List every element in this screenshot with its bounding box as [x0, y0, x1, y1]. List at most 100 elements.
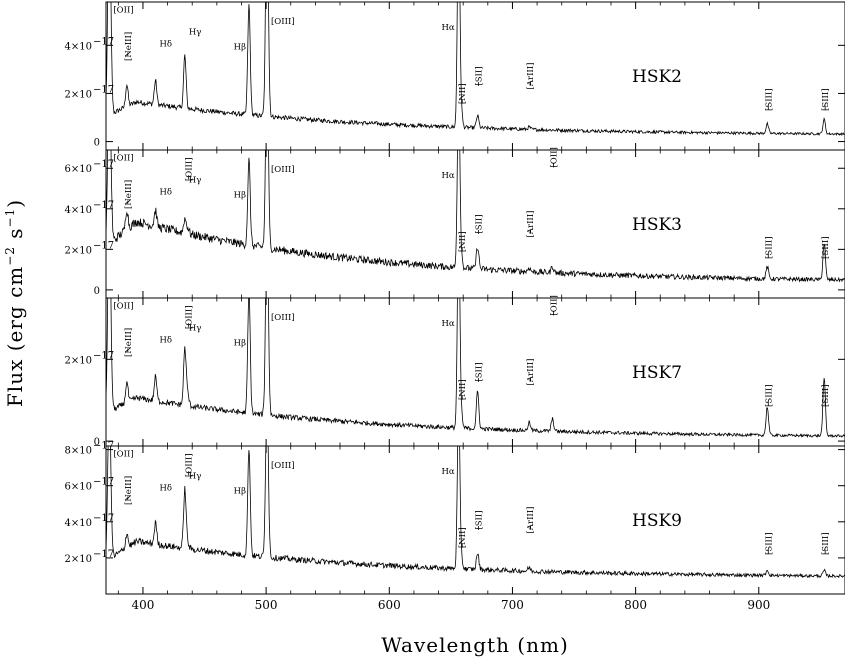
panel-name: HSK9: [632, 511, 682, 531]
emission-line-label: [ArIII]: [526, 507, 536, 534]
panel-frame: [105, 445, 845, 595]
emission-line-label: [ArIII]: [526, 211, 536, 238]
y-tick-label: 0: [94, 437, 100, 448]
panel-hsk7: 02×10 −17[OII][NeIII] HδHγ[OIII]Hβ[OIII]Hα…: [65, 295, 845, 448]
emission-line-label: Hα: [441, 319, 454, 329]
emission-line-label: Hα: [441, 467, 454, 477]
emission-line-label: [ArIII]: [526, 63, 536, 90]
y-axis-title-exp1: −2: [3, 246, 17, 266]
panel-name: HSK2: [632, 67, 682, 87]
y-axis-title: Flux (erg cm−2 s−1): [3, 199, 27, 407]
x-axis-title: Wavelength (nm): [381, 633, 569, 657]
spectrum-line-hsk2: [106, 2, 845, 137]
panel-name: HSK7: [632, 363, 682, 383]
y-tick-label: 0: [94, 286, 100, 297]
emission-line-label: [SIII]: [764, 236, 774, 259]
y-axis-title-main: Flux (erg cm: [3, 266, 27, 407]
emission-line-label: [NII]: [458, 527, 468, 548]
x-tick-label: 400: [131, 598, 154, 612]
y-tick-exponent: −17: [93, 84, 114, 95]
panel-hsk2: 02×10 −174×10 −17[OII][NeIII] HδHγHβ[OIII]H…: [65, 1, 845, 151]
emission-line-label: [OIII]: [271, 17, 295, 27]
emission-line-label: [OII]: [549, 295, 559, 315]
emission-line-label: [SII]: [475, 214, 485, 233]
emission-line-label: Hα: [441, 171, 454, 181]
emission-line-label: Hβ: [234, 338, 246, 348]
y-axis-title-exp2: −1: [3, 208, 17, 228]
y-tick-label: 6×10: [65, 164, 92, 175]
emission-line-label: Hδ: [160, 483, 173, 493]
spectrum-line-hsk9: [106, 446, 845, 579]
emission-line-label: Hδ: [160, 39, 173, 49]
emission-line-label: [OIII]: [271, 165, 295, 175]
emission-line-label: Hδ: [160, 335, 173, 345]
emission-line-label: [SII]: [475, 66, 485, 85]
y-tick-label: 2×10: [65, 89, 92, 100]
y-tick-exponent: −17: [93, 240, 114, 251]
emission-line-label: [NeIII]: [124, 328, 134, 357]
y-tick-label: 4×10: [65, 518, 92, 529]
y-tick-exponent: −17: [93, 36, 114, 47]
emission-line-label: [SIII]: [821, 236, 831, 259]
emission-line-label: [SIII]: [821, 88, 831, 111]
spectrum-line-hsk7: [106, 298, 845, 439]
emission-line-label: [OIII]: [185, 453, 195, 477]
emission-line-label: [OIII]: [271, 313, 295, 323]
emission-line-label: [OII]: [549, 147, 559, 167]
emission-line-label: Hα: [441, 23, 454, 33]
emission-line-label: [ArIII]: [526, 359, 536, 386]
y-tick-exponent: −17: [93, 200, 114, 211]
panel-hsk3: 02×10 −174×10 −176×10 −17[OII][NeIII] HδHγ[O…: [65, 147, 845, 299]
emission-line-label: [OIII]: [185, 157, 195, 181]
emission-line-label: [SIII]: [764, 88, 774, 111]
x-tick-label: 900: [747, 598, 770, 612]
emission-line-label: [NII]: [458, 231, 468, 252]
emission-line-label: [OIII]: [271, 461, 295, 471]
emission-line-label: Hγ: [189, 472, 202, 482]
y-tick-exponent: −17: [93, 513, 114, 524]
emission-line-label: [OII]: [113, 5, 133, 15]
emission-line-label: Hβ: [234, 486, 246, 496]
x-tick-label: 500: [255, 598, 278, 612]
y-tick-label: 2×10: [65, 355, 92, 366]
y-tick-label: 2×10: [65, 554, 92, 565]
panel-name: HSK3: [632, 215, 682, 235]
emission-line-label: [OIII]: [185, 305, 195, 329]
emission-line-label: [SIII]: [764, 532, 774, 555]
emission-line-label: Hδ: [160, 187, 173, 197]
spectrum-line-hsk3: [106, 150, 845, 283]
y-tick-label: 6×10: [65, 482, 92, 493]
y-tick-exponent: −17: [93, 549, 114, 560]
emission-line-label: Hβ: [234, 190, 246, 200]
y-tick-label: 2×10: [65, 245, 92, 256]
y-tick-label: 4×10: [65, 205, 92, 216]
y-tick-exponent: −17: [93, 350, 114, 361]
spectra-panels: 02×10 −174×10 −17[OII][NeIII] HδHγHβ[OIII]H…: [65, 1, 845, 612]
emission-line-label: [NeIII]: [124, 32, 134, 61]
y-tick-label: 4×10: [65, 41, 92, 52]
y-axis-title-mid: s: [3, 227, 27, 246]
x-tick-label: 600: [378, 598, 401, 612]
y-tick-label: 8×10: [65, 446, 92, 457]
emission-line-label: [SII]: [475, 510, 485, 529]
y-tick-exponent: −17: [93, 477, 114, 488]
emission-line-label: [NeIII]: [124, 180, 134, 209]
emission-line-label: [SIII]: [821, 532, 831, 555]
emission-line-label: [OII]: [113, 449, 133, 459]
emission-line-label: Hγ: [189, 28, 202, 38]
emission-line-label: [NeIII]: [124, 476, 134, 505]
y-tick-label: 0: [94, 138, 100, 149]
y-tick-exponent: −17: [93, 159, 114, 170]
emission-line-label: [NII]: [458, 83, 468, 104]
emission-line-label: [OII]: [113, 301, 133, 311]
y-tick-exponent: −17: [93, 441, 114, 452]
x-tick-label: 800: [624, 598, 647, 612]
emission-line-label: [OII]: [113, 153, 133, 163]
x-tick-label: 700: [501, 598, 524, 612]
emission-line-label: [SIII]: [821, 384, 831, 407]
emission-line-label: [SII]: [475, 362, 485, 381]
emission-line-label: [NII]: [458, 379, 468, 400]
emission-line-label: Hγ: [189, 324, 202, 334]
